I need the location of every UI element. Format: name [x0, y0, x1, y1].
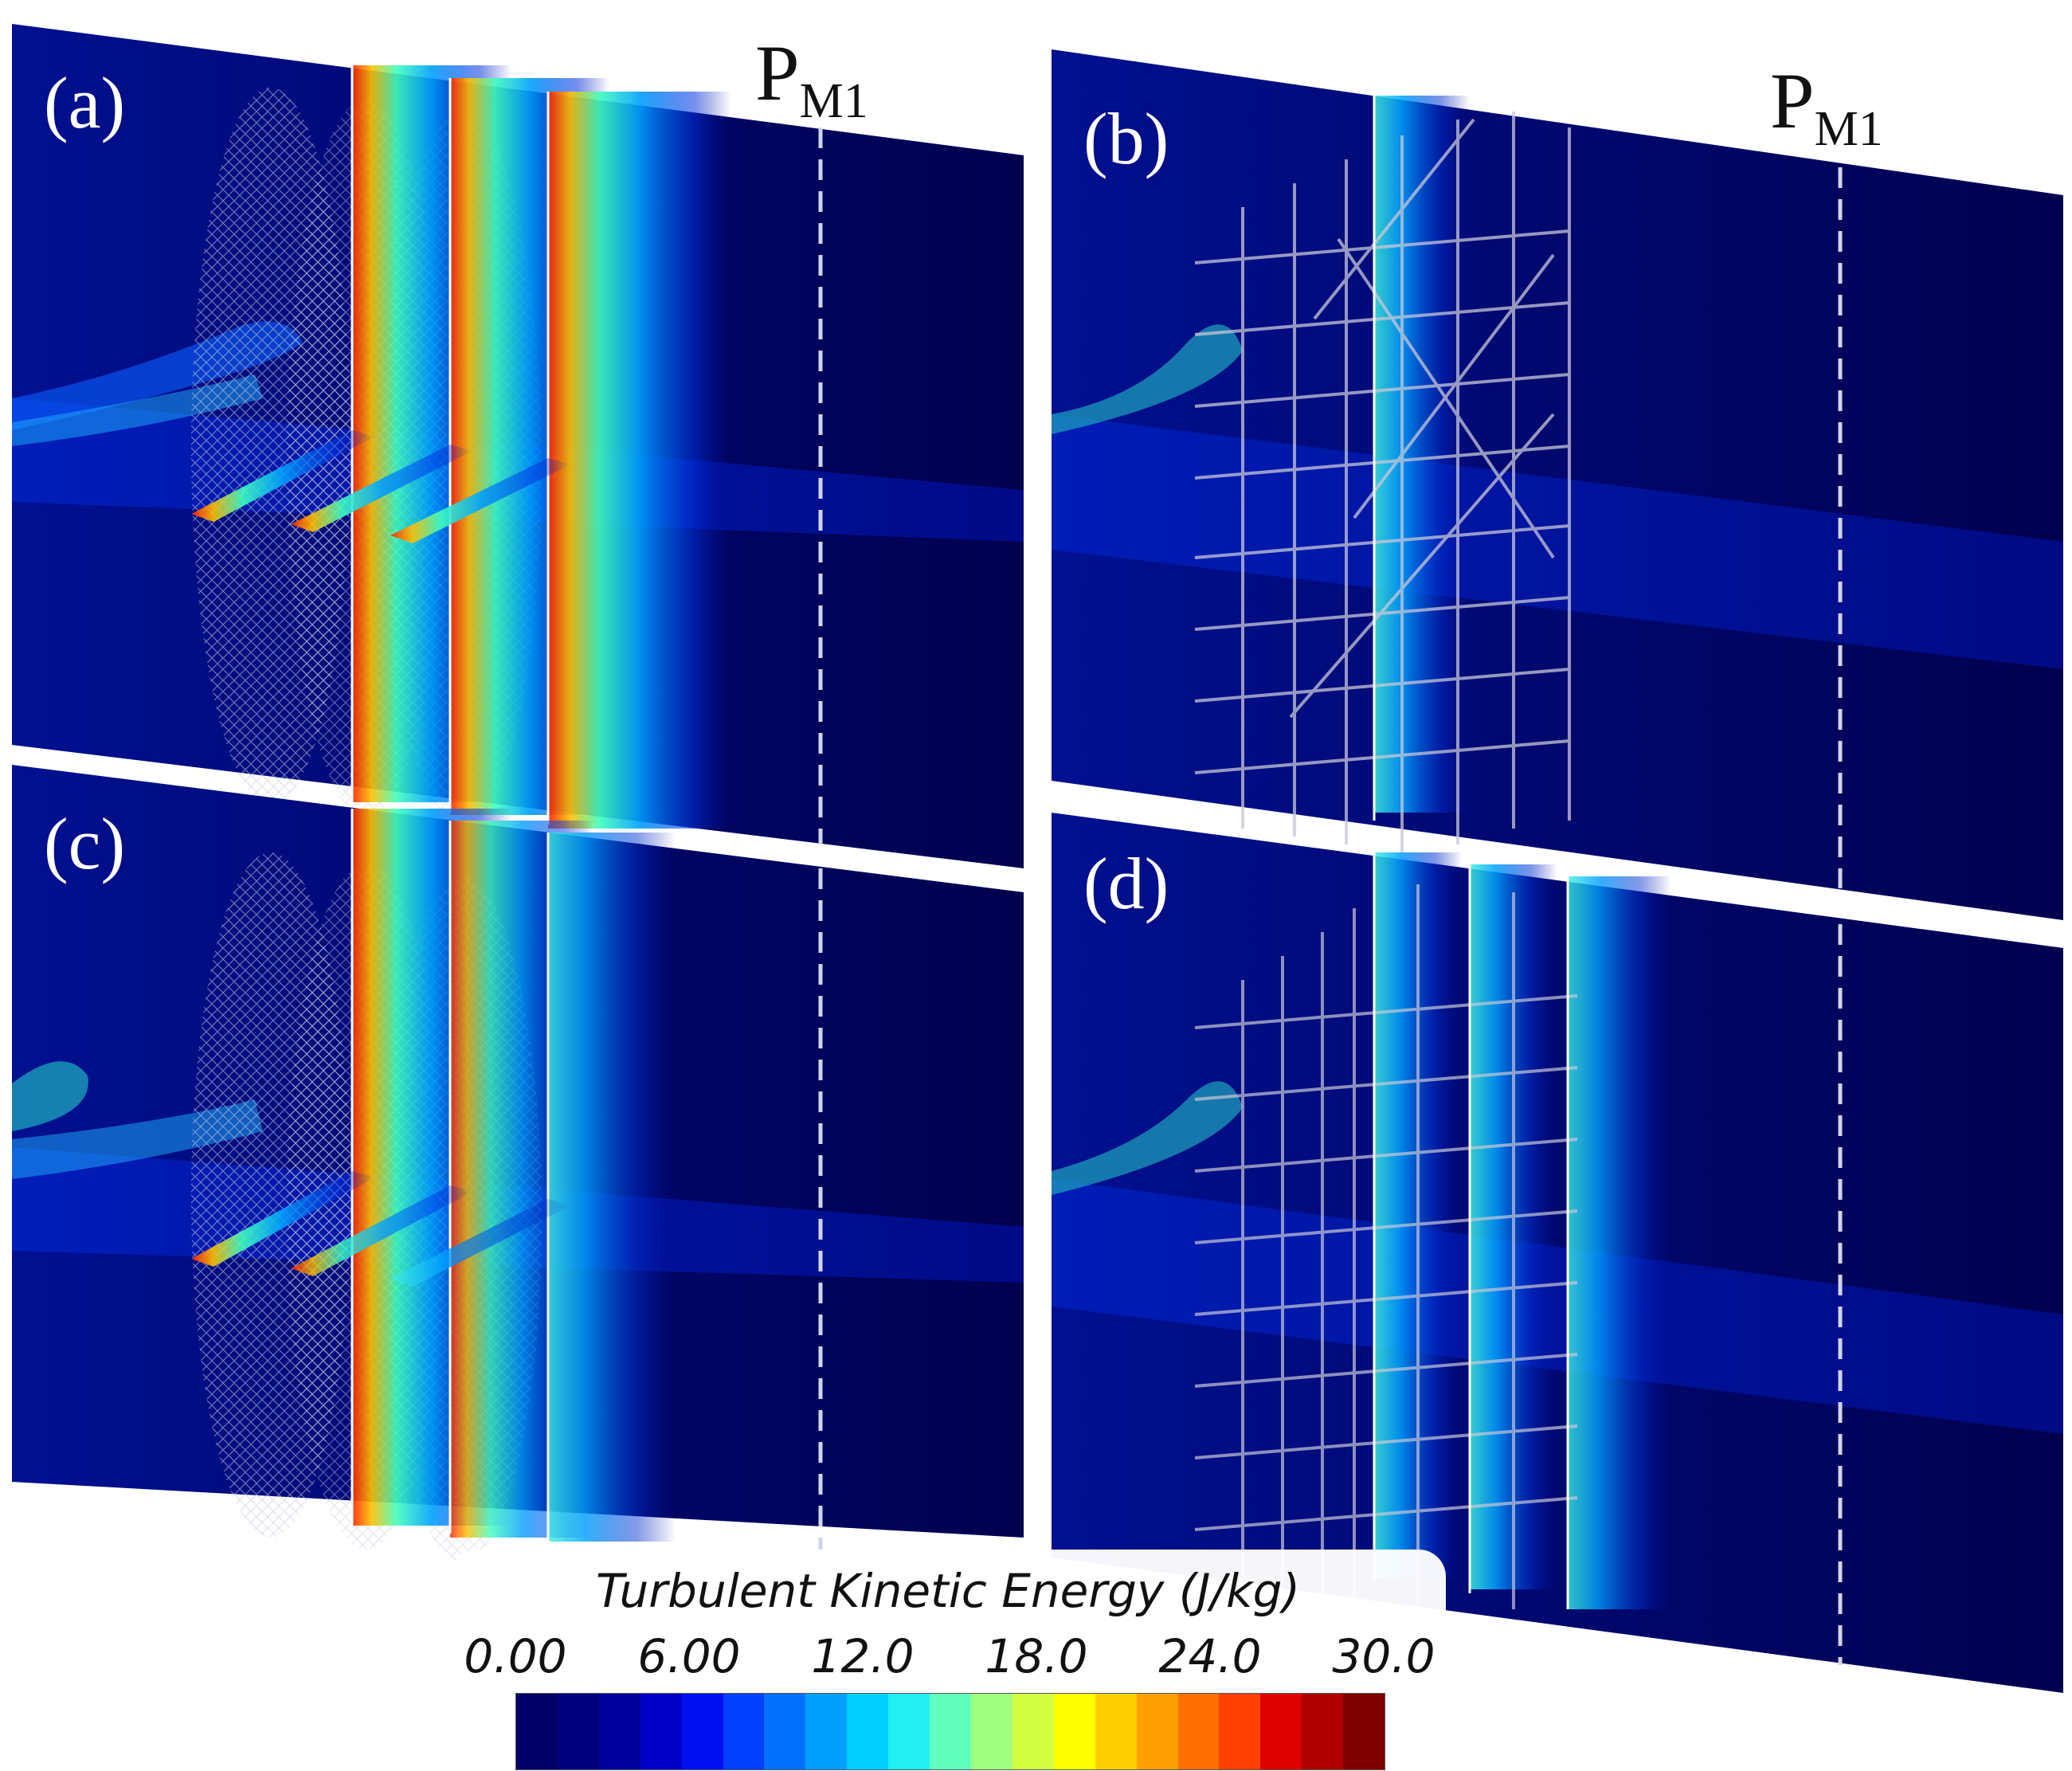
colorbar-swatch: [930, 1694, 971, 1769]
floor-wake: [191, 430, 374, 522]
colorbar-swatch: [1343, 1694, 1385, 1769]
wake-band: [548, 833, 676, 1542]
bar-grid: [1194, 112, 1571, 852]
colorbar-swatch: [1053, 1694, 1095, 1769]
colorbar-legend: Turbulent Kinetic Energy (J/kg) 0.00 6.0…: [450, 1550, 1446, 1771]
wake-band: [548, 92, 731, 829]
colorbar-swatch: [888, 1694, 930, 1769]
jet-plume: [12, 1061, 88, 1131]
floor-wake: [291, 445, 472, 532]
jet-plume: [1052, 324, 1243, 434]
legend-tick: 18.0: [985, 1629, 1088, 1683]
colorbar: [515, 1693, 1385, 1770]
colorbar-swatch: [516, 1694, 558, 1769]
wake-band: [1568, 876, 1671, 1609]
colorbar-swatch: [970, 1694, 1012, 1769]
legend-title: Turbulent Kinetic Energy (J/kg): [595, 1564, 1301, 1618]
measurement-label: PM1: [1770, 57, 1883, 156]
floor-wake: [390, 458, 570, 543]
jet-plume: [1052, 1081, 1243, 1195]
legend-tick: 6.00: [637, 1629, 741, 1683]
colorbar-swatch: [1136, 1694, 1178, 1769]
legend-tick: 24.0: [1158, 1629, 1262, 1683]
legend-tick: 30.0: [1332, 1629, 1436, 1683]
colorbar-swatch: [1177, 1694, 1220, 1769]
floor-wake: [291, 1185, 472, 1276]
colorbar-swatch: [723, 1694, 765, 1769]
colorbar-swatch: [764, 1694, 806, 1769]
panel-b: (b) PM1: [1052, 49, 2063, 920]
colorbar-swatch: [1012, 1694, 1054, 1769]
legend-tick: 0.00: [464, 1629, 567, 1683]
colorbar-swatch: [847, 1694, 889, 1769]
measurement-label: PM1: [755, 29, 868, 128]
panel-c: (c): [12, 765, 1024, 1561]
bar-grid: [1194, 884, 1578, 1609]
floor-wake: [191, 1171, 374, 1267]
colorbar-swatch: [640, 1694, 682, 1769]
floor-plane: [1052, 414, 2063, 669]
colorbar-swatch: [1219, 1694, 1261, 1769]
colorbar-swatch: [805, 1694, 848, 1769]
colorbar-swatch: [681, 1694, 723, 1769]
legend-tick: 12.0: [811, 1629, 915, 1683]
panel-label: (a): [44, 62, 125, 143]
colorbar-swatch: [1260, 1694, 1302, 1769]
floor-wake: [390, 1199, 570, 1287]
colorbar-swatch: [598, 1694, 640, 1769]
panel-a: (a) PM1: [12, 24, 1024, 868]
colorbar-swatch: [557, 1694, 599, 1769]
wake-band: [1374, 96, 1470, 813]
panel-d: (d): [1052, 813, 2063, 1693]
panel-label: (c): [44, 803, 125, 884]
panel-label: (b): [1083, 98, 1169, 179]
colorbar-swatch: [1095, 1694, 1137, 1769]
colorbar-swatch: [1302, 1694, 1344, 1769]
panel-label: (d): [1083, 843, 1169, 924]
